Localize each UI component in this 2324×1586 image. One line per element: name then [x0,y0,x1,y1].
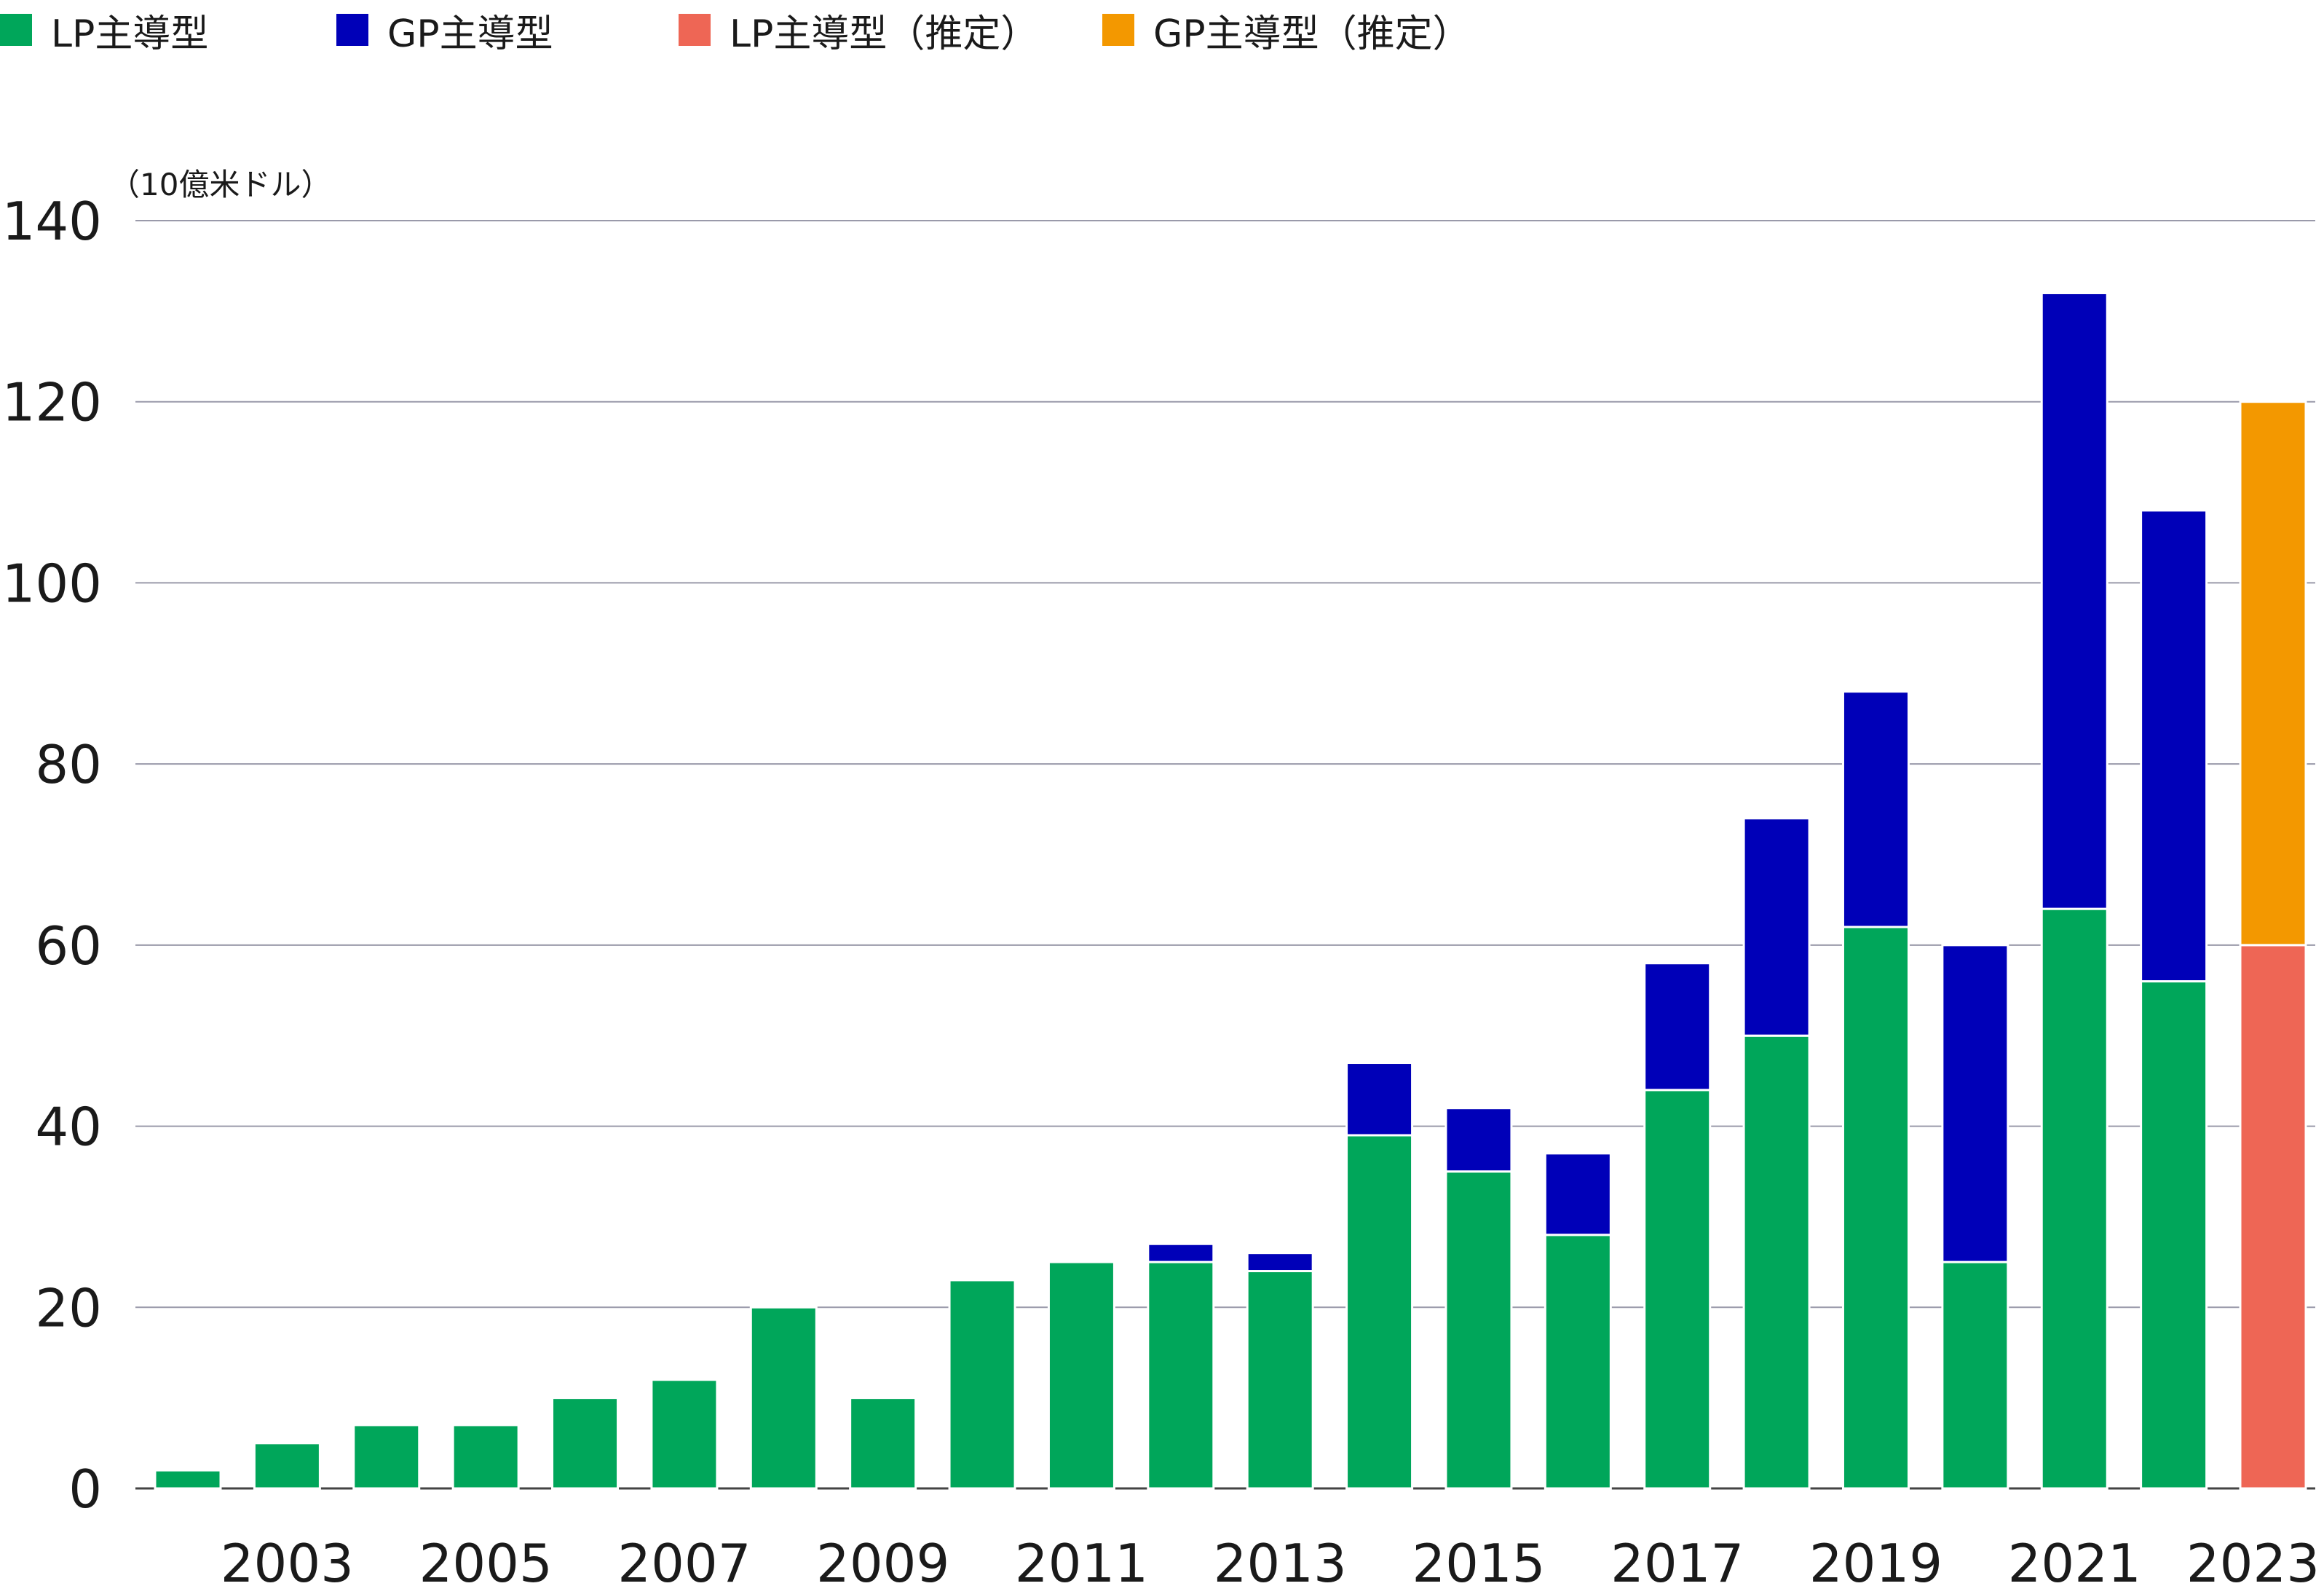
x-tick-label-2009: 2009 [816,1533,949,1586]
bar-2011-series-0 [1047,1260,1115,1490]
legend-swatch-lp-led-estimated [679,14,711,46]
bar-2014-series-1 [1345,1062,1414,1137]
bar-2021-series-0 [2040,907,2108,1490]
y-tick-label-0: 0 [68,1459,102,1520]
y-tick-label-80: 80 [35,734,102,795]
bar-2007-series-0 [650,1378,719,1490]
bar-2014-series-0 [1345,1134,1414,1490]
bar-2010-series-0 [948,1279,1016,1490]
bar-2006-series-0 [551,1397,620,1490]
legend-swatch-lp-led [0,14,32,46]
x-tick-label-2005: 2005 [419,1533,553,1586]
legend-label-gp-led-estimated: GP主導型（推定） [1153,12,1471,56]
x-tick-label-2003: 2003 [221,1533,354,1586]
legend-item-lp-led: LP主導型 [0,4,209,56]
legend-item-lp-led-estimated: LP主導型（推定） [679,4,1039,56]
bar-2020-series-0 [1941,1260,2009,1490]
bar-2012-series-0 [1147,1260,1215,1490]
bar-2018-series-1 [1742,817,1811,1037]
legend-label-gp-led: GP主導型 [387,12,553,56]
y-tick-label-20: 20 [35,1277,102,1338]
y-tick-label-40: 40 [35,1097,102,1158]
y-axis-tick-labels: 0 20 40 60 80 100 120 140 [2,191,102,1520]
legend-label-lp-led: LP主導型 [51,12,209,56]
bar-2002-series-0 [154,1469,222,1490]
y-tick-label-140: 140 [2,191,102,252]
x-axis-tick-labels: 2003 2005 2007 2009 2011 2013 2015 2017 2019 2021… [221,1533,2320,1586]
bar-2016-series-0 [1544,1234,1612,1490]
x-tick-label-2019: 2019 [1809,1533,1942,1586]
bar-2013-series-0 [1246,1270,1314,1490]
bars [154,291,2307,1490]
bar-2022-series-1 [2140,509,2208,983]
bar-2017-series-1 [1643,962,1712,1092]
bar-2013-series-1 [1246,1252,1314,1273]
bar-2018-series-0 [1742,1034,1811,1490]
y-tick-label-60: 60 [35,915,102,977]
y-tick-label-100: 100 [2,553,102,614]
x-tick-label-2023: 2023 [2186,1533,2320,1586]
bar-2009-series-0 [849,1397,917,1490]
bar-2016-series-1 [1544,1152,1612,1236]
bar-2003-series-0 [253,1442,321,1490]
x-tick-label-2013: 2013 [1214,1533,1347,1586]
x-tick-label-2011: 2011 [1015,1533,1148,1586]
legend-item-gp-led-estimated: GP主導型（推定） [1102,4,1471,56]
x-tick-label-2017: 2017 [1610,1533,1744,1586]
legend-swatch-gp-led-estimated [1102,14,1134,46]
bar-2012-series-1 [1147,1242,1215,1263]
bar-2022-series-0 [2140,980,2208,1490]
x-tick-label-2007: 2007 [617,1533,751,1586]
y-axis-unit-label: （10億米ドル） [109,167,331,202]
x-tick-label-2021: 2021 [2008,1533,2141,1586]
bar-2015-series-0 [1444,1170,1513,1490]
bar-2015-series-1 [1444,1107,1513,1173]
bar-2021-series-1 [2040,291,2108,910]
bar-2005-series-0 [451,1424,520,1490]
bar-2023-series-3 [2239,401,2307,947]
bar-2020-series-1 [1941,944,2009,1263]
legend-label-lp-led-estimated: LP主導型（推定） [730,12,1039,56]
bar-2019-series-1 [1841,690,1910,928]
legend-swatch-gp-led [336,14,368,46]
y-tick-label-120: 120 [2,372,102,433]
bar-2004-series-0 [352,1424,421,1490]
legend-item-gp-led: GP主導型 [336,4,553,56]
bar-2023-series-2 [2239,944,2307,1490]
bar-2008-series-0 [749,1306,818,1490]
bar-2019-series-0 [1841,926,1910,1490]
bar-2017-series-0 [1643,1089,1712,1490]
x-tick-label-2015: 2015 [1412,1533,1545,1586]
